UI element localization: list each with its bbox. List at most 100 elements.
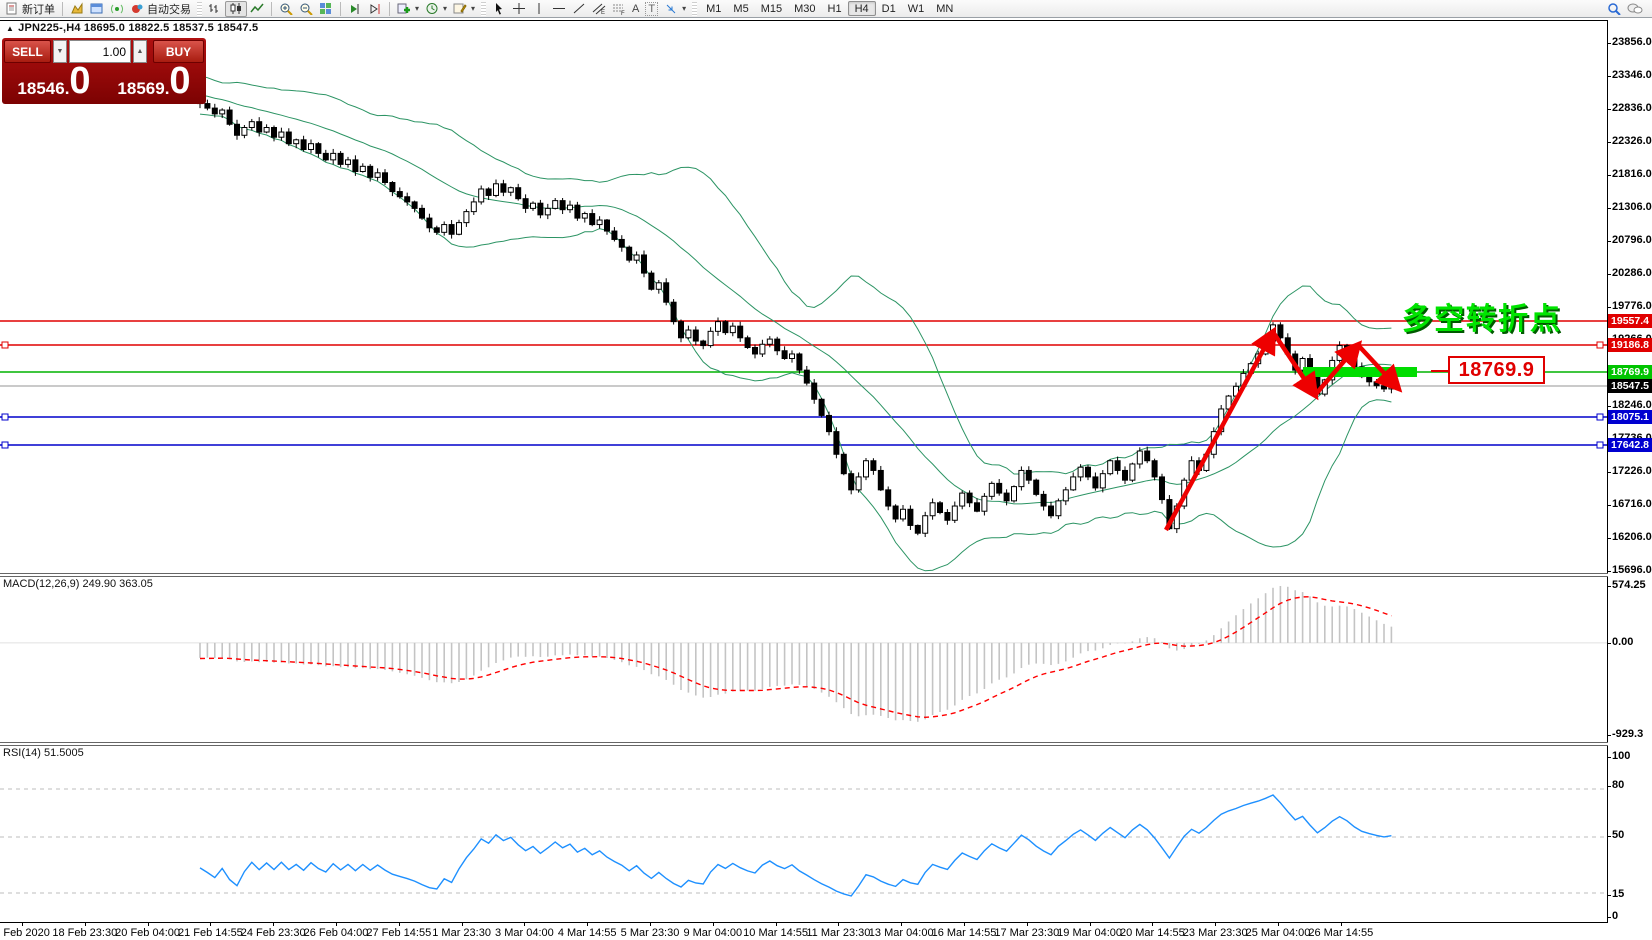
candle-body <box>248 121 255 129</box>
candle-body <box>226 109 233 125</box>
label-tool-button[interactable]: T <box>642 1 661 17</box>
timeframe-h4[interactable]: H4 <box>847 1 876 16</box>
ask-price-main: 18569. <box>117 79 170 98</box>
candle-body <box>204 103 211 109</box>
sell-button[interactable]: SELL <box>4 40 51 63</box>
new-order-button[interactable]: 新订单 <box>2 1 58 17</box>
hline-handle[interactable] <box>1 341 9 349</box>
price-axis[interactable]: 23856.0 23346.0 22836.0 22326.0 21816.0 21306… <box>1607 18 1652 923</box>
candle-body <box>1092 476 1099 489</box>
candle-body <box>922 515 929 534</box>
timeframe-m15[interactable]: M15 <box>760 2 783 15</box>
text-tool-button[interactable]: A <box>629 1 642 17</box>
collapse-arrow-icon[interactable]: ▲ <box>6 24 15 33</box>
macd-panel-canvas[interactable] <box>0 577 1607 742</box>
price-tick-label: 21306.0 <box>1612 201 1652 213</box>
candle-body <box>1018 469 1025 488</box>
hline-handle[interactable] <box>1596 441 1604 449</box>
price-level-tag[interactable]: 18769.9 <box>1448 356 1545 384</box>
profiles-button[interactable] <box>87 1 107 17</box>
main-chart-canvas[interactable] <box>0 18 1607 573</box>
candle-body <box>1381 385 1387 390</box>
rsi-panel-canvas[interactable] <box>0 746 1607 922</box>
time-tick-mark <box>1089 923 1091 926</box>
bar-chart-type-button[interactable] <box>205 1 225 17</box>
fibonacci-tool-button[interactable]: F <box>609 1 629 17</box>
chart-shift-button[interactable] <box>365 1 385 17</box>
arrows-tool-button[interactable]: ▾ <box>661 1 689 17</box>
candle-body <box>1077 466 1084 478</box>
new-chart-button[interactable] <box>67 1 87 17</box>
candle-body <box>1055 500 1062 517</box>
toolbar-grip[interactable] <box>197 1 202 16</box>
volume-input[interactable]: 1.00 <box>69 40 131 63</box>
price-line-label-18769.9: 18769.9 <box>1608 365 1652 379</box>
rsi-panel-separator[interactable] <box>0 742 1608 746</box>
ask-price[interactable]: 18569. 0 <box>104 62 204 102</box>
timeframe-mn[interactable]: MN <box>936 2 954 15</box>
new-order-icon <box>5 2 19 15</box>
candle-body <box>870 460 877 471</box>
timeframe-h1[interactable]: H1 <box>827 2 842 15</box>
price-line-label-17642.8: 17642.8 <box>1608 438 1652 452</box>
candle-body <box>626 246 633 261</box>
templates-button[interactable]: ▾ <box>450 1 478 17</box>
turning-point-annotation[interactable]: 多空转折点 <box>1402 303 1562 336</box>
trend-arrow[interactable] <box>1356 343 1403 393</box>
candle-body <box>759 343 766 355</box>
price-tick-mark <box>1607 406 1611 407</box>
tile-windows-button[interactable] <box>316 1 336 17</box>
volume-decrease-button[interactable]: ▼ <box>53 40 67 63</box>
candle-body <box>604 219 610 232</box>
bid-price[interactable]: 18546. 0 <box>4 62 104 102</box>
autoscroll-button[interactable] <box>345 1 365 17</box>
rsi-tick-mark <box>1607 757 1611 758</box>
signals-button[interactable] <box>107 1 127 17</box>
candle-body <box>803 369 810 384</box>
search-button[interactable] <box>1604 1 1624 17</box>
crosshair-tool-button[interactable] <box>509 1 529 17</box>
vertical-line-icon <box>532 2 546 15</box>
hline-handle[interactable] <box>1596 413 1604 421</box>
candlestick-type-button[interactable] <box>225 0 247 17</box>
timeframe-m1[interactable]: M1 <box>706 2 722 15</box>
cursor-icon <box>492 2 506 15</box>
channel-tool-button[interactable]: E <box>589 1 609 17</box>
timeframe-m5[interactable]: M5 <box>733 2 749 15</box>
time-tick-label: 26 Feb 04:00 <box>303 927 369 939</box>
green-highlight-band[interactable] <box>1303 367 1417 377</box>
zoom-out-button[interactable] <box>296 1 316 17</box>
trendline-tool-button[interactable] <box>569 1 589 17</box>
trend-arrow[interactable] <box>1164 326 1276 532</box>
macd-panel-separator[interactable] <box>0 573 1608 577</box>
timeframe-w1[interactable]: W1 <box>907 2 925 15</box>
line-chart-type-button[interactable] <box>247 1 267 17</box>
text-tool-icon: A <box>632 2 640 15</box>
candle-body <box>382 172 388 184</box>
candle-body <box>404 196 411 203</box>
buy-button[interactable]: BUY <box>153 40 204 63</box>
vertical-line-tool-button[interactable] <box>529 1 549 17</box>
timeframe-d1[interactable]: D1 <box>881 2 896 15</box>
candle-body <box>737 325 744 339</box>
hline-handle[interactable] <box>1596 341 1604 349</box>
trend-arrow[interactable] <box>1271 330 1319 401</box>
hline-handle[interactable] <box>1 441 9 449</box>
indicators-button[interactable]: ▾ <box>394 1 422 17</box>
periods-clock-icon <box>425 2 439 15</box>
autotrading-button[interactable]: 自动交易 <box>127 1 194 17</box>
timeframe-m30[interactable]: M30 <box>794 2 816 15</box>
candle-body <box>559 200 566 211</box>
toolbar-grip[interactable] <box>481 1 487 16</box>
periods-button[interactable]: ▾ <box>422 1 450 17</box>
hline-handle[interactable] <box>1 413 9 421</box>
zoom-in-button[interactable] <box>276 1 296 17</box>
cursor-tool-button[interactable] <box>489 1 509 17</box>
volume-increase-button[interactable]: ▲ <box>133 40 147 63</box>
toolbar-grip[interactable] <box>692 1 698 16</box>
chat-button[interactable] <box>1624 1 1644 17</box>
horizontal-line-tool-button[interactable] <box>549 1 569 17</box>
time-tick-label: 5 Mar 23:30 <box>620 927 680 939</box>
trend-arrow[interactable] <box>1313 340 1363 397</box>
